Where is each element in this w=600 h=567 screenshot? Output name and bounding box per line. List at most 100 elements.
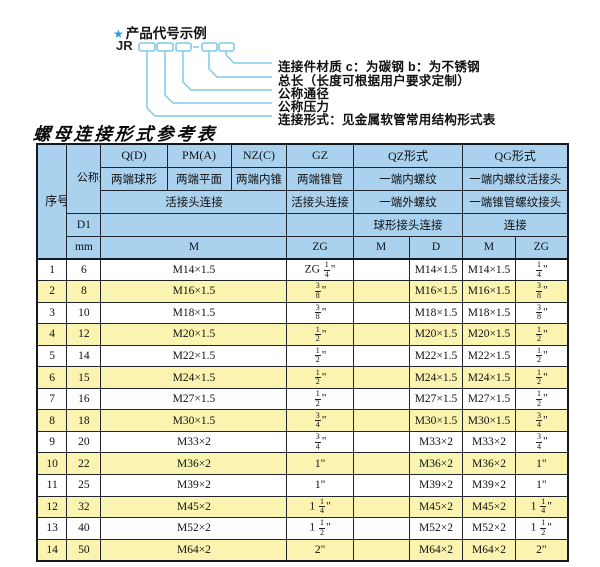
- cell-qz-m: [352, 301, 410, 325]
- table-row: 13 40 M52×2 1 1 2 " M52×2 M52×2 1 1 2 ": [36, 517, 569, 540]
- table-row: 5 14 M22×1.5 1 2 " M22×1.5 M22×1.5 1 2 ": [36, 344, 569, 368]
- code-prefix: JR: [116, 38, 133, 53]
- header-D1: D1: [66, 212, 102, 237]
- cell-m-thread: M14×1.5: [100, 258, 288, 282]
- cell-gz-zg: 1": [286, 452, 354, 475]
- blank-cell: [286, 212, 354, 237]
- cell-seq: 4: [36, 323, 68, 346]
- header-ball-joint-connect: 球形接头连接: [352, 212, 464, 237]
- cell-qg-m: M22×1.5: [462, 344, 516, 368]
- cell-gz-zg: 1 2 ": [286, 344, 354, 368]
- header-ZG-gz: ZG: [286, 235, 354, 260]
- cell-qz-d: M20×1.5: [408, 323, 464, 346]
- leader-line-diameter: [182, 51, 272, 91]
- cell-m-thread: M20×1.5: [100, 323, 288, 346]
- header-GZ: GZ: [286, 143, 354, 168]
- cell-gz-zg: 1 1 4 ": [286, 495, 354, 519]
- cell-qg-zg: 1 2 ": [514, 387, 569, 411]
- cell-qz-d: M45×2: [408, 495, 464, 519]
- cell-gz-zg: 3 4 ": [286, 409, 354, 432]
- cell-gz-zg: 3 8 ": [286, 280, 354, 303]
- cell-qg-zg: 1": [514, 452, 569, 475]
- table-row: 4 12 M20×1.5 1 2 " M20×1.5 M20×1.5 1 2 ": [36, 323, 569, 346]
- diagram-title: ★ 产品代号示例: [113, 22, 207, 42]
- cell-qz-m: [352, 258, 410, 282]
- cell-gz-zg: 1": [286, 473, 354, 497]
- diagram-title-text: 产品代号示例: [125, 26, 207, 41]
- table-row: 8 18 M30×1.5 3 4 " M30×1.5 M30×1.5 3 4 ": [36, 409, 569, 432]
- cell-qg-m: M45×2: [462, 495, 516, 519]
- cell-m-thread: M36×2: [100, 452, 288, 475]
- label-diameter: 公称通径: [278, 87, 330, 101]
- cell-qz-d: M52×2: [408, 517, 464, 540]
- cell-qg-m: M36×2: [462, 452, 516, 475]
- table-row: 9 20 M33×2 3 4 " M33×2 M33×2 3 4 ": [36, 430, 569, 454]
- cell-qg-m: M52×2: [462, 517, 516, 540]
- header-QD: Q(D): [100, 143, 168, 168]
- cell-dn: 10: [66, 301, 102, 325]
- cell-qg-zg: 3 8 ": [514, 280, 569, 303]
- cell-gz-zg: 3 4 ": [286, 430, 354, 454]
- header-one-end-union: 一端内螺纹活接头: [462, 166, 569, 191]
- cell-qg-zg: 1 2 ": [514, 323, 569, 346]
- cell-seq: 13: [36, 517, 68, 540]
- cell-m-thread: M52×2: [100, 517, 288, 540]
- cell-qg-m: M33×2: [462, 430, 516, 454]
- cell-gz-zg: 3 8 ": [286, 301, 354, 325]
- cell-dn: 32: [66, 495, 102, 519]
- cell-qg-m: M20×1.5: [462, 323, 516, 346]
- product-code-diagram: [138, 42, 272, 117]
- cell-qz-d: M64×2: [408, 538, 464, 562]
- cell-qz-d: M30×1.5: [408, 409, 464, 432]
- cell-qz-m: [352, 538, 410, 562]
- table-header: 序号 公称通径 Q(D) PM(A) NZ(C) GZ QZ形式 QG形式 两端…: [36, 143, 569, 260]
- header-mm: mm: [66, 235, 102, 260]
- cell-qg-zg: 1 1 4 ": [514, 495, 569, 519]
- header-taper-thread-joint: 一端锥管螺纹接头: [462, 189, 569, 214]
- cell-gz-zg: 1 2 ": [286, 323, 354, 346]
- label-form: 连接形式：见金属软管常用结构形式表: [278, 113, 496, 127]
- cell-qg-zg: 3 4 ": [514, 409, 569, 432]
- label-length: 总长（长度可根据用户要求定制）: [278, 74, 471, 88]
- star-icon: ★: [113, 27, 124, 41]
- header-D-qz: D: [408, 235, 464, 260]
- cell-qz-m: [352, 344, 410, 368]
- leader-line-pressure: [164, 51, 272, 104]
- cell-qz-m: [352, 280, 410, 303]
- cell-seq: 1: [36, 258, 68, 282]
- table-row: 11 25 M39×2 1" M39×2 M39×2 1": [36, 473, 569, 497]
- cell-dn: 8: [66, 280, 102, 303]
- cell-qg-zg: 1 4 ": [514, 258, 569, 282]
- cell-m-thread: M22×1.5: [100, 344, 288, 368]
- cell-dn: 12: [66, 323, 102, 346]
- cell-qg-m: M39×2: [462, 473, 516, 497]
- header-nominal-diameter: 公称通径: [66, 143, 102, 214]
- cell-qz-d: M16×1.5: [408, 280, 464, 303]
- header-M-qg: M: [462, 235, 516, 260]
- cell-qg-zg: 2": [514, 538, 569, 562]
- header-QG-form: QG形式: [462, 143, 569, 168]
- cell-dn: 14: [66, 344, 102, 368]
- table-row: 7 16 M27×1.5 1 2 " M27×1.5 M27×1.5 1 2 ": [36, 387, 569, 411]
- header-ends-flat: 两端平面: [166, 166, 232, 191]
- header-PMA: PM(A): [166, 143, 232, 168]
- cell-seq: 6: [36, 366, 68, 389]
- cell-seq: 8: [36, 409, 68, 432]
- cell-gz-zg: 1 2 ": [286, 387, 354, 411]
- cell-qg-zg: 1 2 ": [514, 366, 569, 389]
- cell-gz-zg: ZG 1 4 ": [286, 258, 354, 282]
- cell-qg-zg: 1 2 ": [514, 344, 569, 368]
- cell-seq: 5: [36, 344, 68, 368]
- cell-m-thread: M16×1.5: [100, 280, 288, 303]
